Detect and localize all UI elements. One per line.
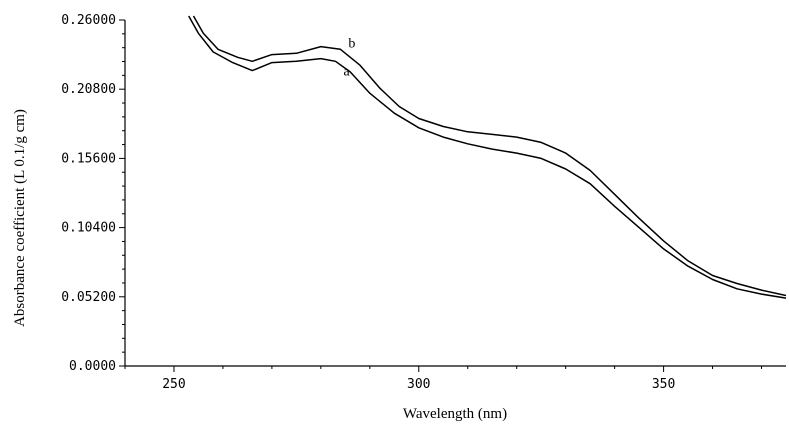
series-label-b: b xyxy=(348,36,355,51)
x-tick-label: 300 xyxy=(407,377,430,392)
y-tick-label: 0.10400 xyxy=(61,221,116,236)
y-axis-label: Absorbance coefficient (L 0.1/g cm) xyxy=(12,109,28,327)
y-tick-label: 0.20800 xyxy=(61,82,116,97)
y-tick-label: 0.0000 xyxy=(69,359,116,374)
series-line-b xyxy=(192,15,787,297)
chart-axes xyxy=(124,20,786,367)
y-tick-label: 0.05200 xyxy=(61,290,116,305)
chart-series: ab xyxy=(188,15,787,299)
y-tick-label: 0.26000 xyxy=(61,13,116,28)
x-tick-label: 350 xyxy=(652,377,675,392)
series-line-a xyxy=(188,15,787,299)
y-axis-ticks: 0.0000 0.05200 0.10400 0.15600 0.20800 0.2600… xyxy=(61,13,125,374)
y-tick-label: 0.15600 xyxy=(61,151,116,166)
x-tick-label: 250 xyxy=(162,377,185,392)
series-label-a: a xyxy=(344,64,351,79)
x-axis-label: Wavelength (nm) xyxy=(403,406,507,422)
x-axis-ticks: 250 300 350 xyxy=(124,366,763,392)
